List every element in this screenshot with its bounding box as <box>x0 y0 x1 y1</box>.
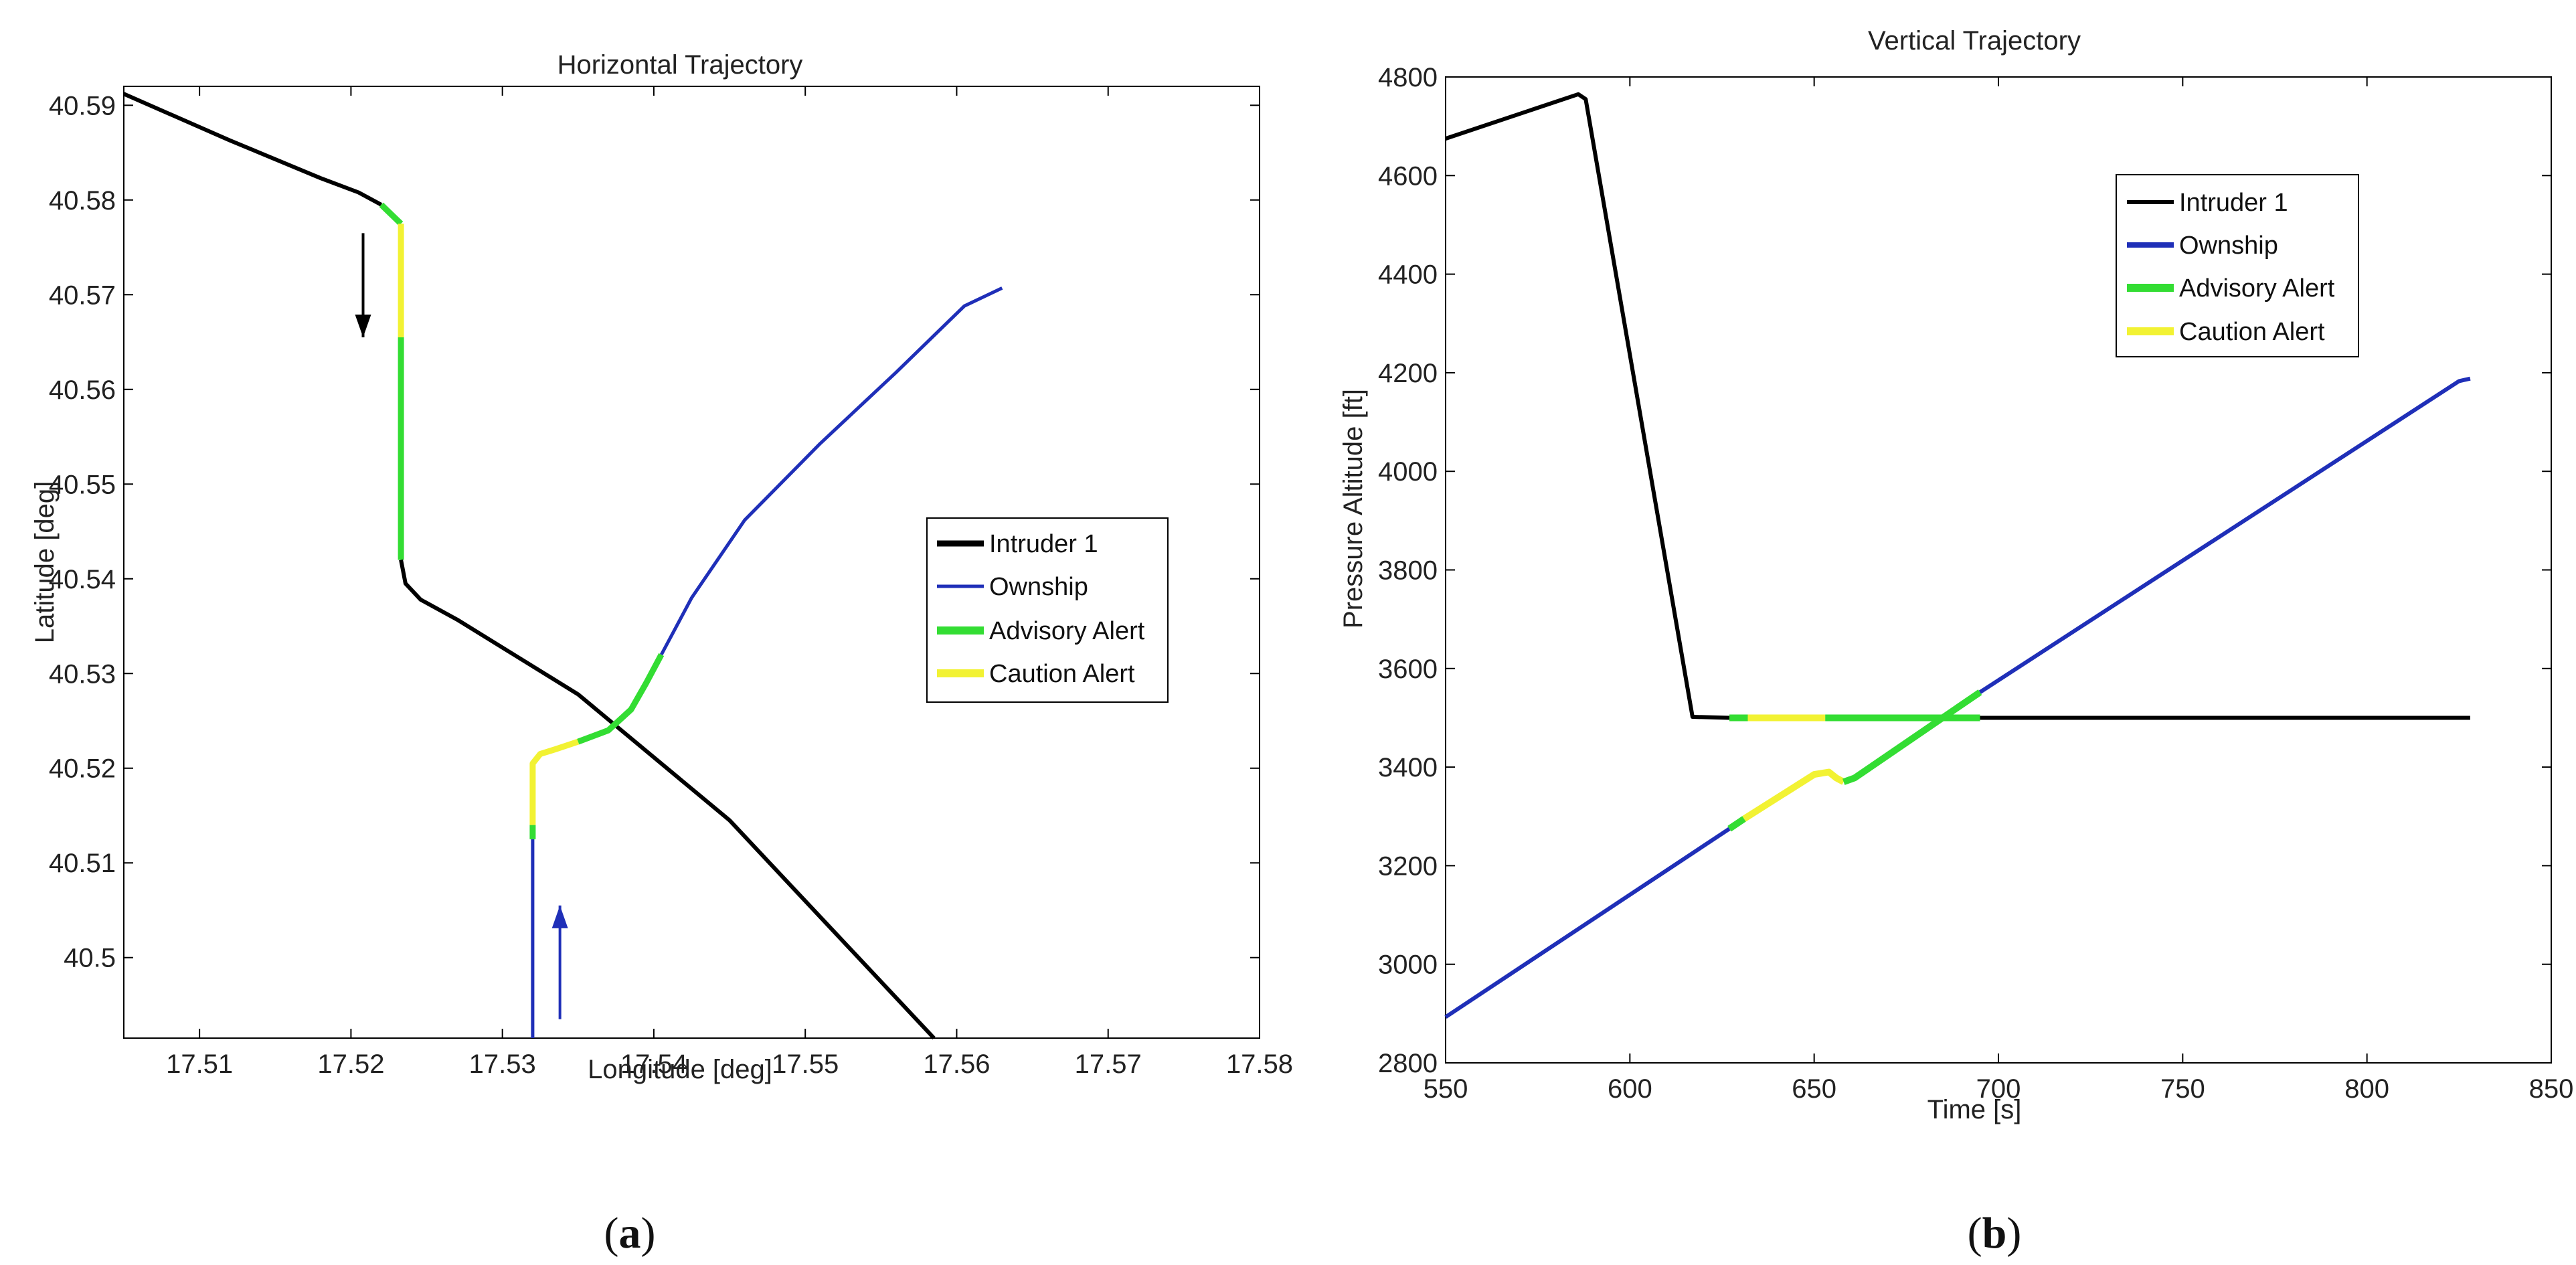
y-tick-label: 2800 <box>1378 1049 1438 1078</box>
y-tick-label: 40.52 <box>49 754 116 784</box>
y-tick-label: 3000 <box>1378 950 1438 980</box>
y-tick-label: 40.55 <box>49 470 116 499</box>
legend-box <box>2116 174 2359 357</box>
series-advisory-alert-segment <box>577 653 665 745</box>
x-tick-label: 17.56 <box>923 1049 990 1079</box>
y-tick-label: 4000 <box>1378 457 1438 487</box>
x-tick-label: 17.58 <box>1226 1049 1293 1079</box>
y-tick-label: 3400 <box>1378 753 1438 782</box>
legend: Intruder 1 Ownship Advisory Alert Cautio… <box>2116 174 2359 357</box>
y-tick-label: 40.58 <box>49 186 116 216</box>
series-ownship-segment <box>659 286 1003 656</box>
panel-a-label: a <box>619 1209 641 1258</box>
x-tick-label: 17.51 <box>166 1049 233 1079</box>
y-tick-label: 3800 <box>1378 556 1438 586</box>
x-tick-label: 700 <box>1976 1074 2021 1104</box>
x-tick-label: 800 <box>2344 1074 2389 1104</box>
arrow-up-icon <box>551 905 568 928</box>
x-tick-label: 17.54 <box>620 1049 687 1079</box>
series-intruder-1-segment <box>1445 92 1730 720</box>
series-ownship-segment <box>1444 827 1731 1019</box>
x-tick-label: 17.53 <box>469 1049 536 1079</box>
x-tick-label: 650 <box>1792 1074 1836 1104</box>
legend-label: Ownship <box>2179 232 2278 260</box>
series-intruder-1-segment <box>122 92 383 207</box>
legend-label: Ownship <box>989 573 1088 601</box>
series-ownship-segment <box>1978 376 2471 694</box>
series-advisory-alert-segment <box>1842 689 1982 785</box>
legend-label: Intruder 1 <box>2179 189 2288 217</box>
x-axis-label: Longitude [deg] <box>588 1055 772 1084</box>
panel-b-caption: (b) <box>1968 1209 2022 1258</box>
horizontal-trajectory-panel: Horizontal Trajectory 17.51 17.52 17.53 17.… <box>30 50 1293 1258</box>
legend-label: Advisory Alert <box>2179 274 2335 303</box>
y-tick-label: 4400 <box>1378 260 1438 290</box>
x-tick-label: 17.52 <box>317 1049 384 1079</box>
plot-area <box>1445 76 2552 1064</box>
x-tick-label: 850 <box>2529 1074 2574 1104</box>
y-tick-label: 40.59 <box>49 91 116 120</box>
series-caution-alert-segment <box>529 738 580 825</box>
legend-label: Caution Alert <box>2179 318 2325 346</box>
y-tick-label: 40.5 <box>64 944 116 973</box>
arrow-down-icon <box>355 314 371 337</box>
y-tick-label: 40.56 <box>49 375 116 405</box>
legend-label: Advisory Alert <box>989 617 1145 645</box>
series-caution-alert-segment <box>1742 768 1846 822</box>
chart-title: Horizontal Trajectory <box>557 50 803 80</box>
series-intruder-1-segment <box>399 559 936 1040</box>
panel-b-label: b <box>1982 1209 2007 1258</box>
x-axis-label: Time [s] <box>1927 1095 2022 1124</box>
legend-label: Intruder 1 <box>989 530 1098 558</box>
x-tick-label: 17.55 <box>772 1049 839 1079</box>
y-tick-label: 40.54 <box>49 565 116 594</box>
x-tick-label: 750 <box>2160 1074 2205 1104</box>
y-tick-label: 40.57 <box>49 280 116 310</box>
y-tick-label: 4600 <box>1378 161 1438 191</box>
series-advisory-alert-segment <box>1727 816 1746 832</box>
x-tick-label: 550 <box>1424 1074 1468 1104</box>
y-tick-label: 40.51 <box>49 849 116 878</box>
y-tick-label: 3600 <box>1378 655 1438 684</box>
series-advisory-alert-segment <box>379 202 404 226</box>
panel-a-caption: (a) <box>604 1209 656 1258</box>
vertical-trajectory-panel: Vertical Trajectory 550 600 650 700 750 800 85… <box>1339 26 2573 1258</box>
y-axis-label: Latitude [deg] <box>30 481 60 643</box>
y-tick-label: 4200 <box>1378 359 1438 388</box>
y-tick-label: 3200 <box>1378 851 1438 881</box>
y-tick-label: 4800 <box>1378 63 1438 92</box>
x-tick-label: 600 <box>1608 1074 1652 1104</box>
chart-title: Vertical Trajectory <box>1868 26 2081 56</box>
x-tick-label: 17.57 <box>1075 1049 1142 1079</box>
legend-label: Caution Alert <box>989 660 1135 688</box>
legend: Intruder 1 Ownship Advisory Alert Cautio… <box>926 517 1169 703</box>
y-tick-label: 40.53 <box>49 659 116 689</box>
y-axis-label: Pressure Altitude [ft] <box>1339 389 1368 628</box>
